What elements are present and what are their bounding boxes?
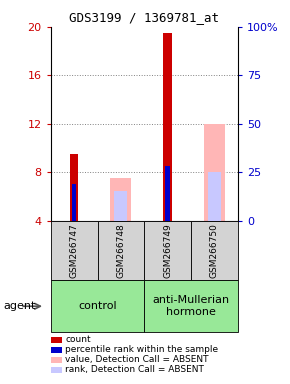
Text: anti-Mullerian
hormone: anti-Mullerian hormone <box>153 295 230 317</box>
Title: GDS3199 / 1369781_at: GDS3199 / 1369781_at <box>69 11 219 24</box>
Bar <box>72 184 77 221</box>
Bar <box>165 166 170 221</box>
Text: GSM266749: GSM266749 <box>163 223 172 278</box>
Text: percentile rank within the sample: percentile rank within the sample <box>65 345 218 354</box>
Text: value, Detection Call = ABSENT: value, Detection Call = ABSENT <box>65 355 209 364</box>
Bar <box>110 179 131 221</box>
Bar <box>164 33 172 221</box>
Text: agent: agent <box>3 301 35 311</box>
Text: GSM266747: GSM266747 <box>70 223 79 278</box>
Text: rank, Detection Call = ABSENT: rank, Detection Call = ABSENT <box>65 365 204 374</box>
Text: control: control <box>78 301 117 311</box>
Bar <box>114 190 127 221</box>
Bar <box>70 154 78 221</box>
Text: count: count <box>65 335 91 344</box>
Bar <box>204 124 225 221</box>
Text: GSM266748: GSM266748 <box>116 223 125 278</box>
Bar <box>208 172 221 221</box>
Text: GSM266750: GSM266750 <box>210 223 219 278</box>
